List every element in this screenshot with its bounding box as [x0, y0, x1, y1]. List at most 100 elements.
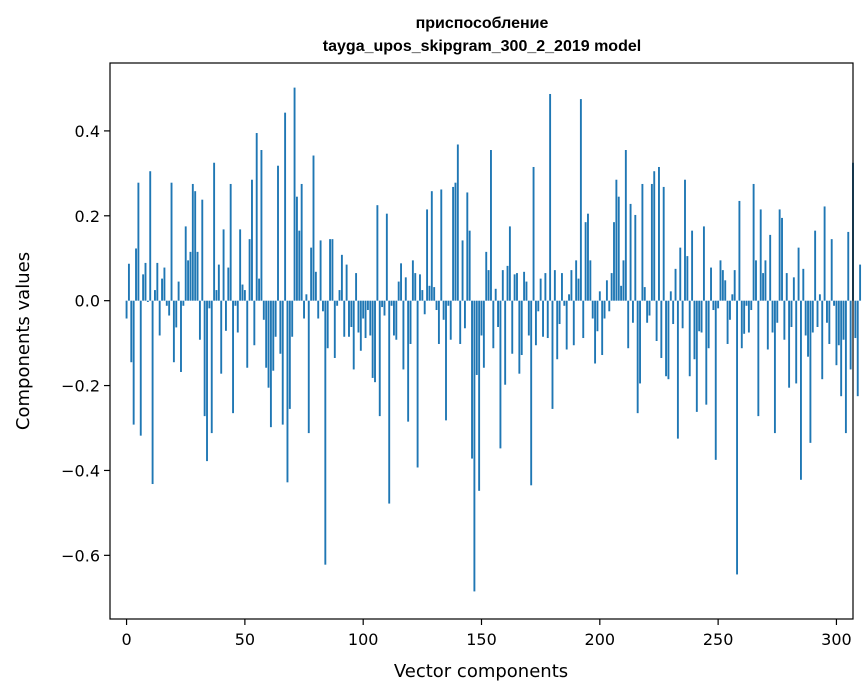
bar-47 — [236, 300, 239, 333]
bar-56 — [258, 278, 261, 301]
chart-title: приспособление — [416, 15, 549, 32]
bar-165 — [516, 273, 518, 301]
bar-185 — [563, 300, 566, 306]
bar-189 — [572, 300, 575, 346]
bar-35 — [208, 300, 211, 309]
bar-304 — [844, 300, 847, 434]
bar-11 — [151, 300, 154, 485]
bar-114 — [395, 300, 398, 340]
bar-224 — [655, 300, 658, 341]
bar-34 — [206, 300, 208, 462]
bar-247 — [710, 267, 712, 301]
bar-280 — [788, 300, 791, 388]
bar-249 — [714, 300, 717, 460]
bar-33 — [203, 300, 206, 417]
bar-21 — [175, 300, 178, 328]
bar-213 — [629, 203, 632, 301]
bar-142 — [461, 240, 464, 301]
bar-140 — [456, 144, 459, 301]
bar-43 — [227, 267, 230, 301]
bar-257 — [733, 270, 736, 301]
bar-18 — [168, 300, 171, 316]
bar-258 — [736, 300, 738, 575]
bar-32 — [201, 199, 204, 301]
x-tick-label: 100 — [348, 630, 379, 649]
bar-265 — [752, 183, 755, 301]
bar-141 — [459, 300, 462, 344]
bar-261 — [743, 300, 746, 334]
bar-42 — [225, 300, 227, 331]
plot-frame — [109, 62, 854, 620]
bar-116 — [400, 263, 402, 301]
bar-30 — [196, 251, 199, 301]
bar-130 — [433, 287, 436, 301]
bar-50 — [243, 290, 246, 301]
bar-196 — [589, 260, 592, 301]
bar-77 — [307, 300, 310, 434]
bar-82 — [319, 240, 322, 301]
y-tick-label: −0.2 — [61, 377, 100, 396]
bar-292 — [816, 300, 819, 327]
bar-55 — [255, 133, 258, 301]
bar-52 — [248, 239, 251, 301]
bar-250 — [717, 300, 720, 309]
bar-125 — [421, 290, 424, 301]
bar-24 — [182, 300, 185, 306]
bar-234 — [679, 247, 682, 301]
bar-222 — [650, 183, 653, 301]
bar-72 — [295, 196, 298, 301]
bar-90 — [338, 290, 341, 301]
bar-195 — [587, 213, 589, 301]
bar-299 — [833, 300, 836, 306]
bar-148 — [475, 300, 478, 375]
bar-237 — [686, 256, 689, 301]
bar-181 — [553, 270, 556, 301]
bar-111 — [388, 300, 391, 504]
bar-286 — [802, 268, 805, 301]
bar-153 — [487, 270, 490, 301]
bar-2 — [130, 300, 133, 363]
bar-180 — [551, 300, 554, 409]
bar-131 — [435, 300, 438, 311]
bar-210 — [622, 260, 625, 301]
bar-112 — [390, 300, 393, 306]
bar-138 — [452, 186, 455, 301]
bar-25 — [184, 226, 187, 301]
bar-192 — [579, 99, 582, 301]
bar-59 — [265, 300, 268, 368]
bar-278 — [783, 300, 786, 340]
bar-69 — [288, 300, 291, 409]
bar-274 — [773, 300, 776, 434]
bar-89 — [336, 300, 339, 306]
bar-146 — [471, 300, 473, 459]
bar-22 — [177, 281, 180, 301]
bar-123 — [416, 300, 419, 468]
bar-46 — [234, 300, 237, 306]
bar-281 — [790, 300, 793, 327]
bar-54 — [253, 300, 256, 346]
bar-120 — [409, 300, 412, 344]
bar-282 — [792, 277, 795, 301]
bar-172 — [532, 166, 535, 301]
bar-113 — [393, 300, 395, 336]
bar-268 — [759, 209, 762, 301]
bar-193 — [582, 300, 585, 339]
bar-37 — [213, 162, 216, 301]
bar-208 — [617, 196, 620, 301]
bar-170 — [527, 300, 530, 336]
bar-98 — [357, 300, 360, 333]
bar-169 — [525, 281, 528, 301]
bar-306 — [849, 300, 852, 370]
bar-61 — [269, 300, 272, 428]
bar-108 — [381, 300, 384, 308]
bar-118 — [404, 277, 407, 301]
bar-41 — [222, 229, 225, 301]
bar-228 — [665, 300, 668, 377]
bar-119 — [407, 300, 410, 422]
bar-128 — [428, 285, 431, 301]
bar-13 — [156, 262, 159, 301]
bar-156 — [494, 288, 497, 301]
bar-191 — [577, 278, 580, 301]
bar-173 — [534, 300, 537, 346]
